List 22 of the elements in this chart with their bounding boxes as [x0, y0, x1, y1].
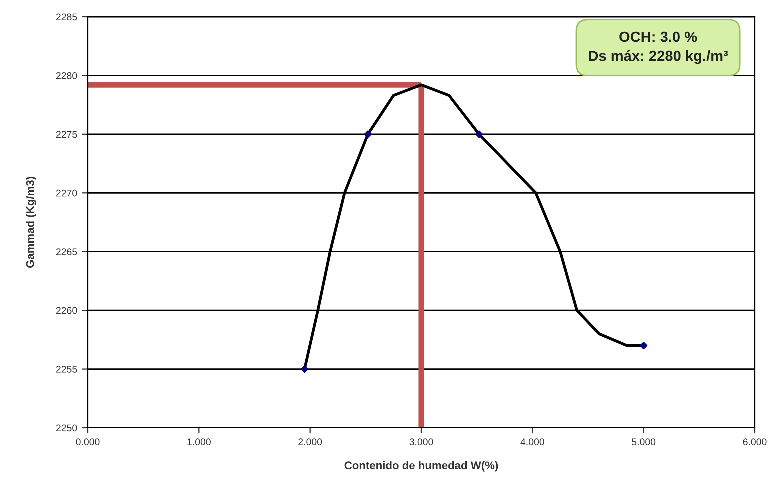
point: [476, 130, 484, 138]
annotation: OCH: 3.0 % Ds máx: 2280 kg./m³: [589, 32, 728, 64]
x-tick-label: 5.000: [632, 438, 656, 446]
y-tick-label: 2280: [56, 72, 78, 80]
x-tick-label: 6.000: [743, 438, 767, 446]
y-tick-label: 2275: [56, 131, 78, 138]
x-tick-label: 0.000: [76, 438, 100, 446]
x-axis-title: Contenido de humedad W(%): [344, 461, 498, 472]
point: [640, 342, 648, 350]
x-tick-label: 3.000: [410, 438, 434, 446]
point: [364, 130, 372, 138]
y-tick-label: 2270: [56, 190, 78, 197]
y-tick-label: 2255: [56, 366, 78, 373]
x-tick-label: 4.000: [520, 438, 544, 446]
x-tick-label: 2.000: [298, 438, 322, 446]
y-axis-title: Gammad (Kg/m3): [26, 177, 37, 268]
point: [300, 365, 309, 374]
y-tick-label: 2260: [56, 307, 78, 314]
y-tick-label: 2285: [56, 14, 78, 21]
y-tick-label: 2265: [56, 248, 78, 256]
x-tick-label: 1.000: [188, 438, 211, 446]
y-tick-label: 2250: [56, 424, 78, 432]
